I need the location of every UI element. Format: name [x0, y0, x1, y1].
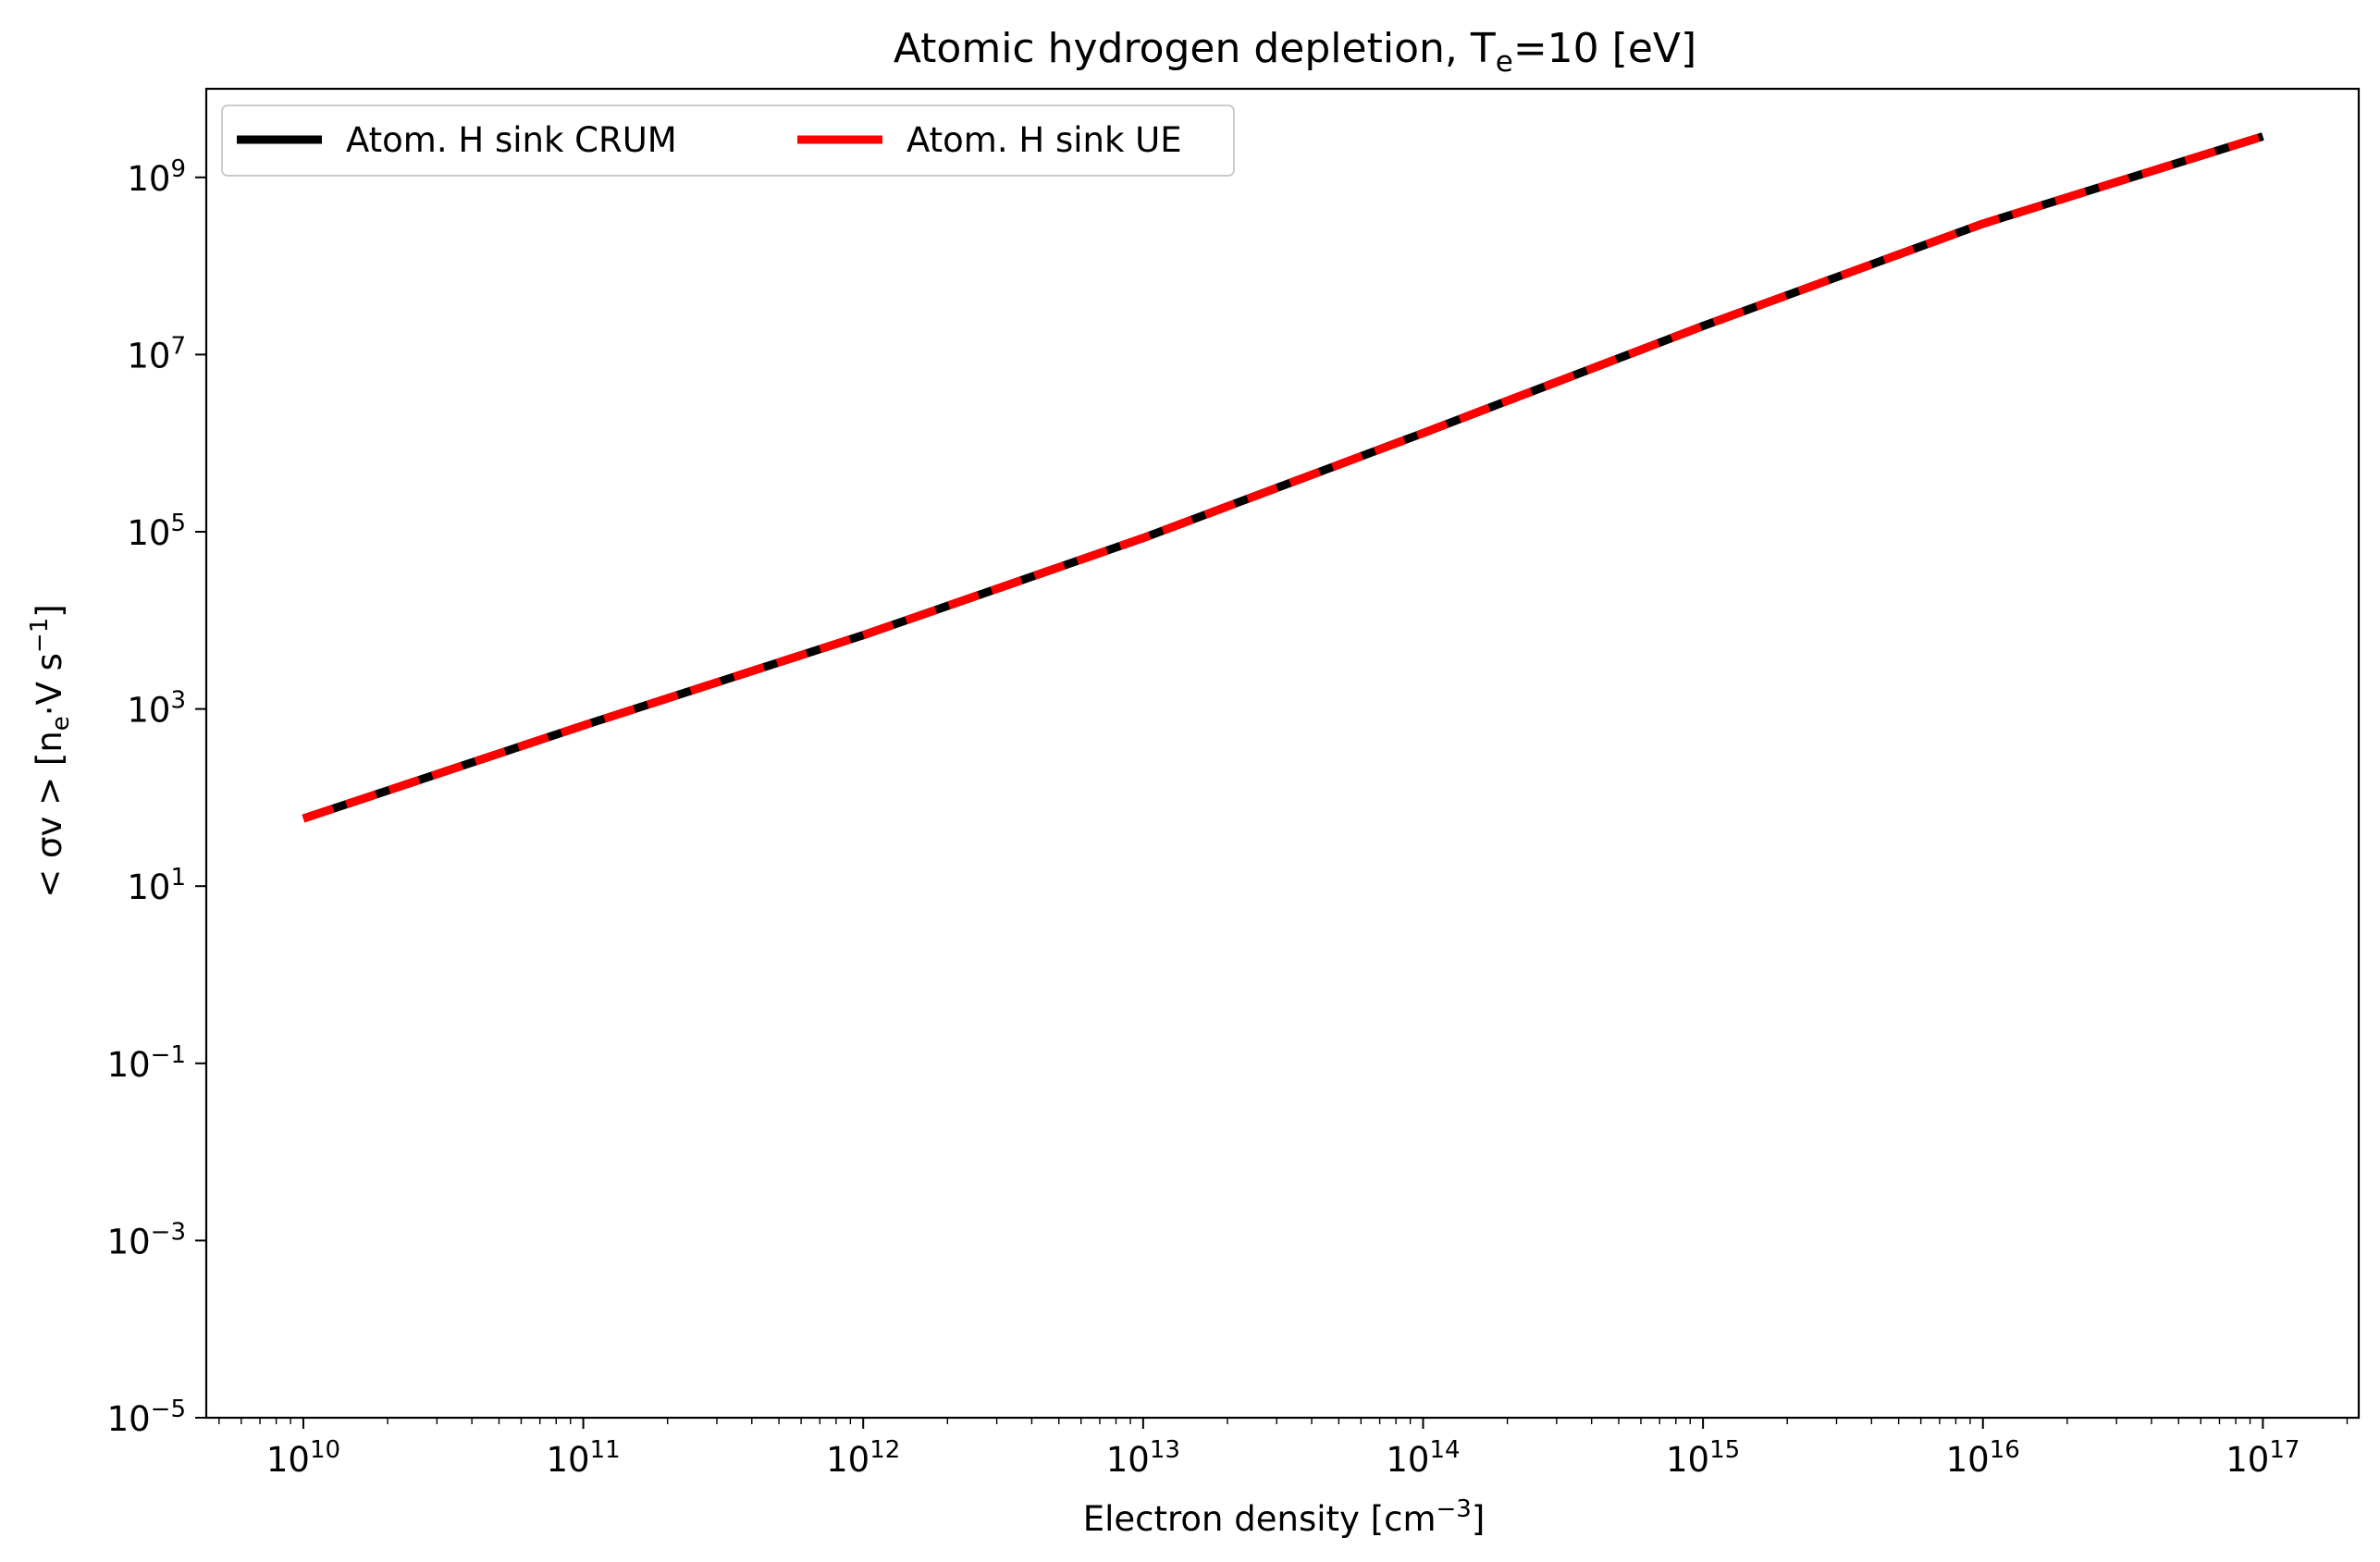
y-tick-label-6: 107 [127, 332, 186, 375]
plot-area: 1010 1011 1012 1013 1014 1015 1016 1017 10−5 10−3… [107, 87, 2361, 1480]
x-tick-label-6: 1016 [1946, 1436, 2020, 1480]
y-axis-label-part1: < σv > [n [30, 731, 69, 898]
legend-label-1: Atom. H sink UE [906, 120, 1182, 160]
plot-frame [204, 87, 2361, 1420]
x-axis-label-base: Electron density [cm [1083, 1499, 1437, 1539]
y-tick-label-7: 109 [127, 155, 186, 199]
legend: Atom. H sink CRUM Atom. H sink UE [221, 105, 1235, 177]
x-axis-label-tail: ] [1472, 1499, 1485, 1539]
y-axis-label: < σv > [ne·V s−1] [26, 604, 75, 897]
x-axis-label-superscript: −3 [1437, 1495, 1472, 1523]
series-line-1 [302, 132, 2264, 823]
chart-title-rest: =10 [eV] [1513, 25, 1696, 72]
x-tick-label-7: 1017 [2226, 1436, 2300, 1480]
x-tick-label-4: 1014 [1386, 1436, 1460, 1480]
y-axis-label-part2: ·V s [30, 653, 69, 716]
y-tick-label-5: 105 [127, 510, 186, 553]
x-tick-label-3: 1013 [1106, 1436, 1180, 1480]
chart-title: Atomic hydrogen depletion, Te=10 [eV] [894, 25, 1696, 79]
chart-title-main: Atomic hydrogen depletion, T [894, 25, 1496, 72]
x-tick-label-2: 1012 [826, 1436, 900, 1480]
legend-box [221, 105, 1235, 177]
y-tick-label-2: 10−1 [107, 1041, 186, 1085]
y-axis-label-subscript: e [47, 716, 75, 731]
legend-label-0: Atom. H sink CRUM [346, 120, 677, 160]
y-tick-label-4: 103 [127, 687, 186, 731]
x-tick-label-1: 1011 [546, 1436, 620, 1480]
y-tick-label-0: 10−5 [107, 1396, 186, 1439]
y-axis-label-tail: ] [30, 604, 69, 617]
y-axis-label-superscript: −1 [26, 618, 54, 653]
x-axis-label: Electron density [cm−3] [1083, 1495, 1486, 1539]
y-tick-label-3: 101 [127, 864, 186, 907]
x-tick-label-5: 1015 [1666, 1436, 1740, 1480]
y-tick-label-1: 10−3 [107, 1218, 186, 1261]
chart-title-subscript: e [1496, 45, 1513, 79]
x-tick-label-0: 1010 [266, 1436, 340, 1480]
